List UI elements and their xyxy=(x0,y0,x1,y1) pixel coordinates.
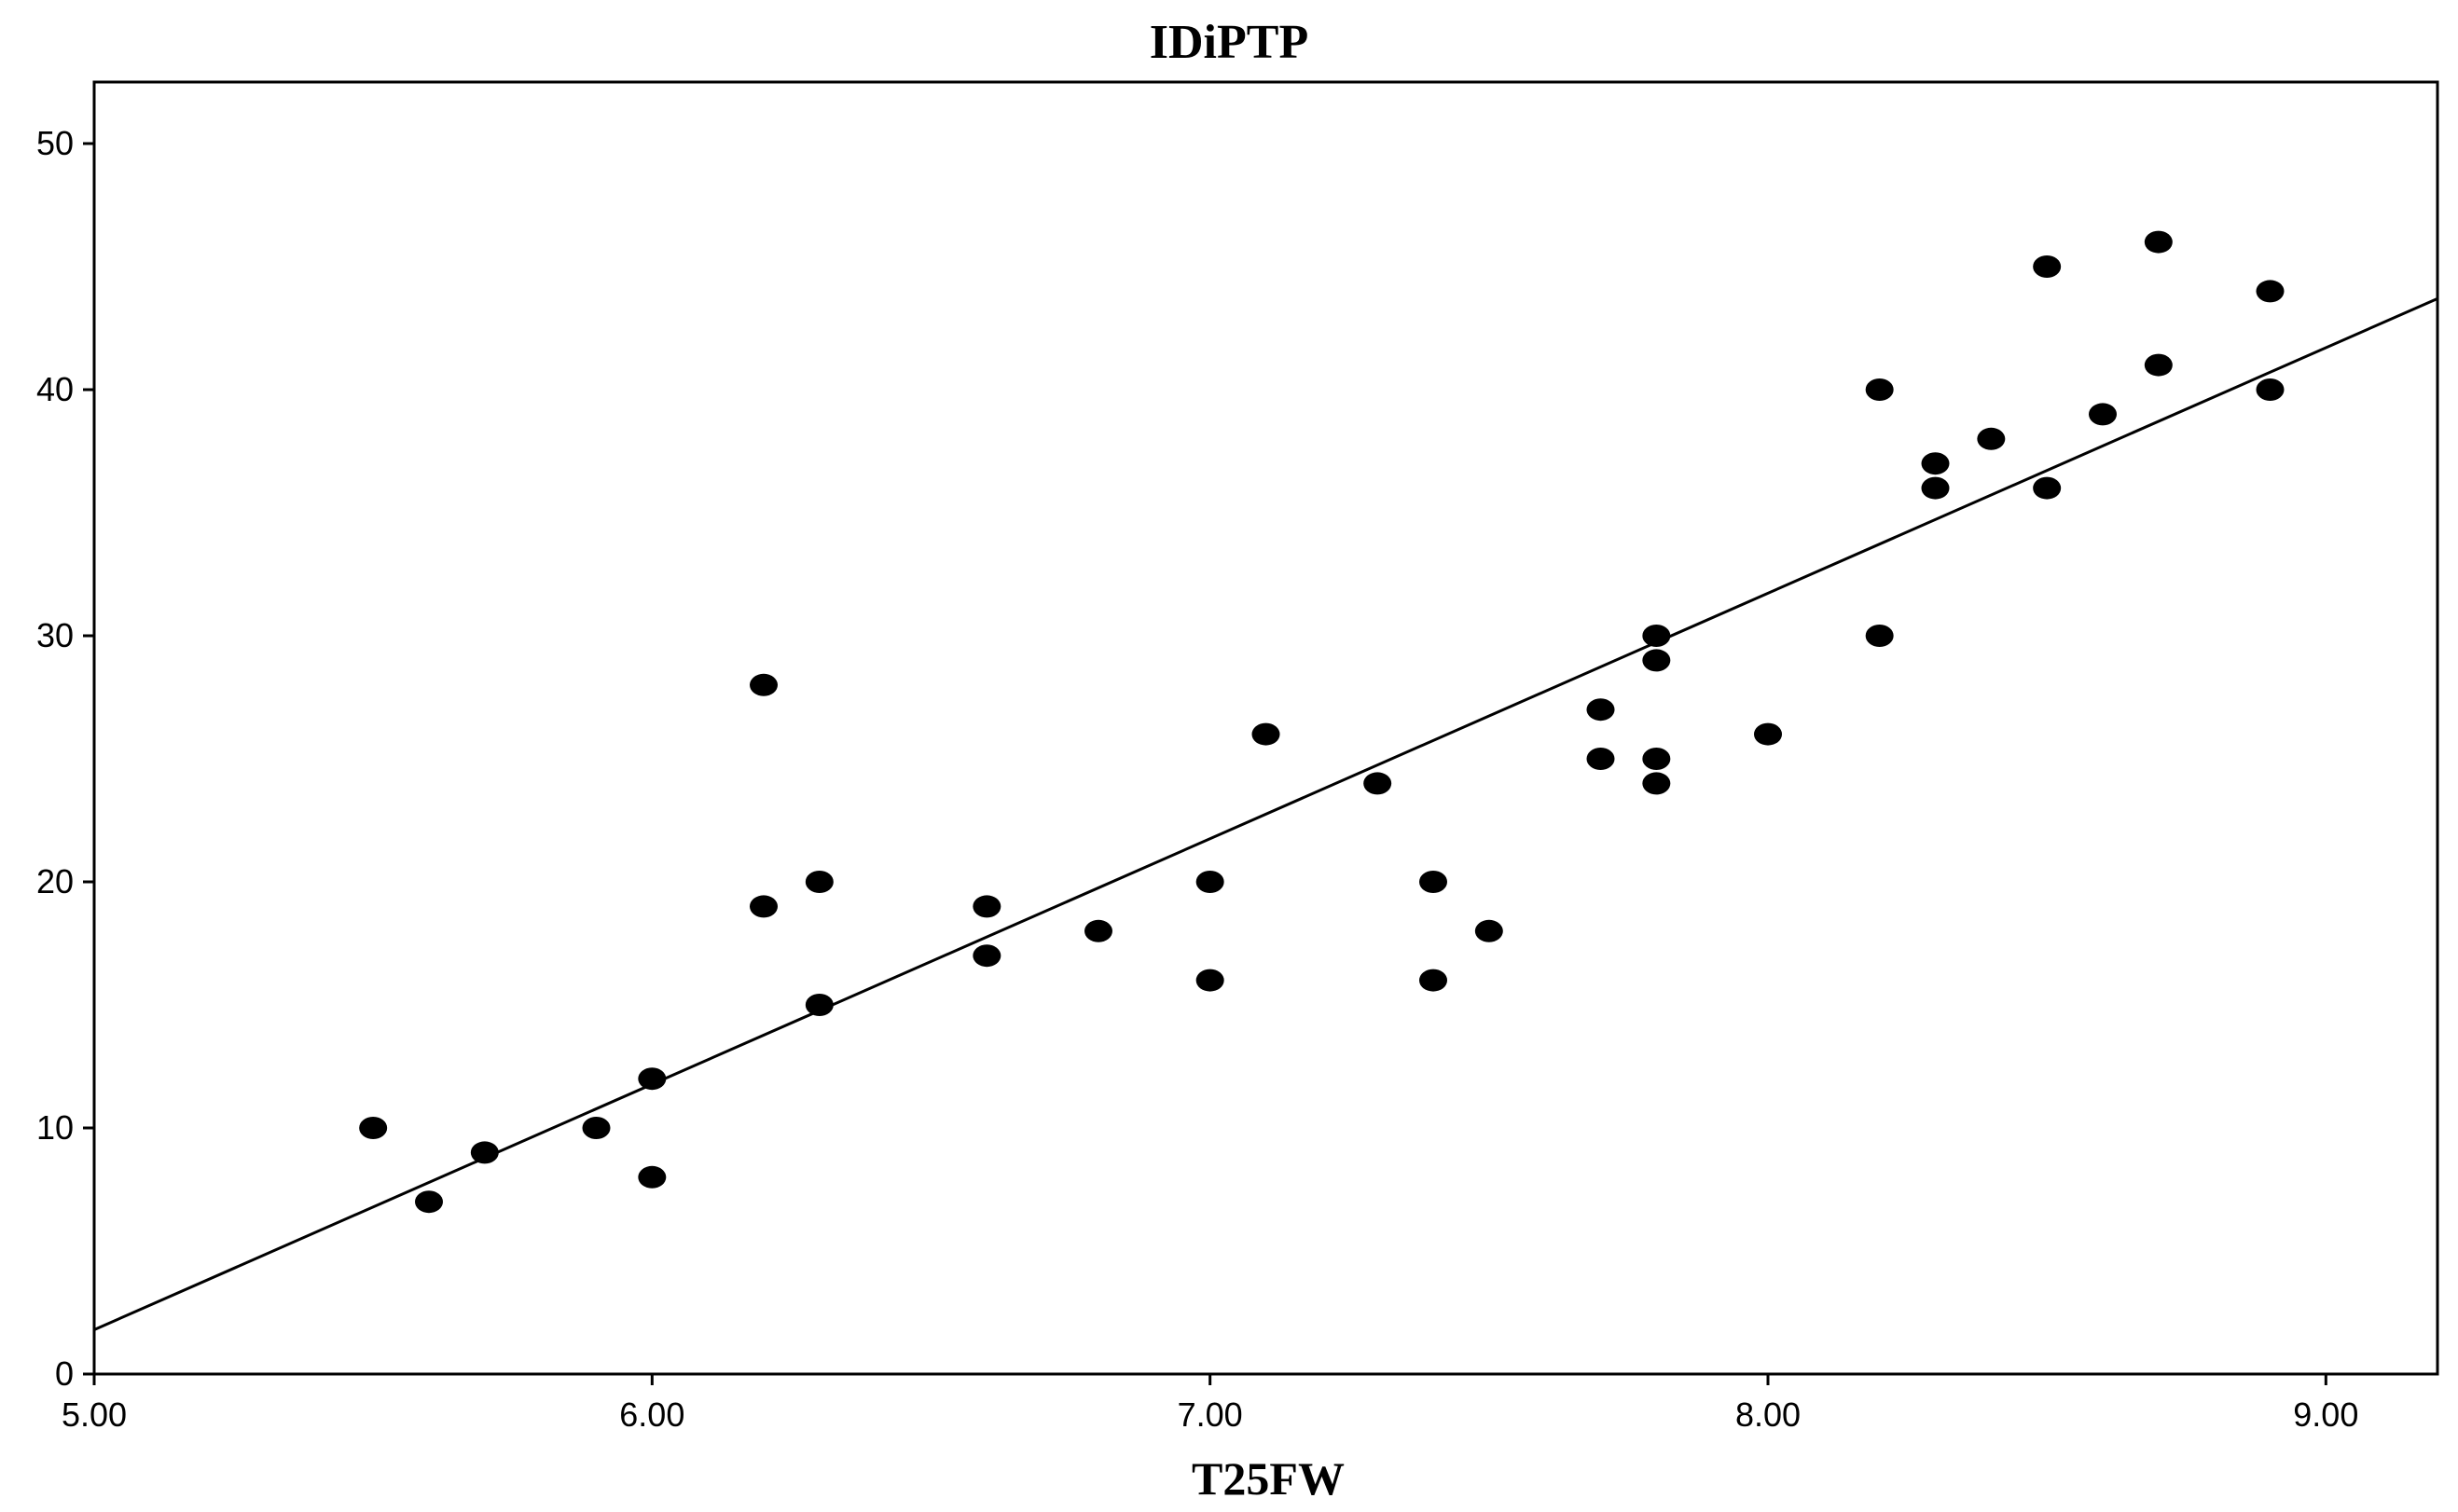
x-tick-label: 9.00 xyxy=(2293,1395,2358,1434)
y-tick-label: 30 xyxy=(36,616,74,654)
scatter-point xyxy=(1195,969,1224,992)
scatter-points xyxy=(359,230,2285,1214)
scatter-point xyxy=(1642,748,1671,770)
scatter-point xyxy=(1586,748,1615,770)
scatter-point xyxy=(1419,969,1447,992)
y-tick-label: 0 xyxy=(55,1354,74,1393)
scatter-point xyxy=(1363,772,1392,795)
scatter-point xyxy=(1474,919,1503,942)
scatter-point xyxy=(805,871,834,893)
scatter-point xyxy=(2033,476,2062,500)
scatter-point xyxy=(1586,698,1615,722)
scatter-point xyxy=(2144,230,2173,254)
scatter-point xyxy=(582,1117,611,1139)
chart-title: IDiPTP xyxy=(1150,16,1308,69)
scatter-point xyxy=(1865,625,1894,647)
y-tick-label: 50 xyxy=(36,124,74,162)
scatter-point xyxy=(973,895,1001,918)
y-tick-label: 10 xyxy=(36,1108,74,1147)
scatter-point xyxy=(2033,255,2062,278)
x-tick-label: 7.00 xyxy=(1178,1395,1243,1434)
scatter-point xyxy=(1865,378,1894,401)
y-tick-label: 40 xyxy=(36,370,74,408)
scatter-point xyxy=(470,1141,499,1164)
y-tick-label: 20 xyxy=(36,862,74,900)
scatter-point xyxy=(1419,871,1447,893)
scatter-point xyxy=(638,1067,667,1091)
scatter-point xyxy=(805,994,834,1016)
scatter-point xyxy=(2256,378,2285,401)
scatter-point xyxy=(1642,772,1671,795)
y-axis: 0 10 20 30 40 50 xyxy=(36,124,94,1393)
scatter-point xyxy=(2089,403,2117,426)
plot-area-frame xyxy=(92,80,2439,1376)
x-axis-label: T25FW xyxy=(1192,1452,1345,1505)
scatter-point xyxy=(973,944,1001,968)
scatter-point xyxy=(1642,625,1671,647)
scatter-point xyxy=(750,895,778,918)
scatter-point xyxy=(1642,649,1671,672)
x-tick-label: 5.00 xyxy=(62,1395,127,1434)
scatter-point xyxy=(415,1190,443,1214)
scatter-point xyxy=(1977,427,2006,450)
regression-line xyxy=(93,296,2438,1331)
scatter-point xyxy=(1251,722,1280,746)
x-tick-label: 8.00 xyxy=(1735,1395,1801,1434)
regression-line-group xyxy=(93,296,2438,1331)
scatter-point xyxy=(1921,476,1950,500)
scatter-point xyxy=(359,1117,388,1139)
x-axis: 5.00 6.00 7.00 8.00 9.00 xyxy=(62,1374,2358,1434)
scatter-point xyxy=(2256,280,2285,303)
scatter-point xyxy=(638,1165,667,1189)
scatter-point xyxy=(750,673,778,696)
scatter-point xyxy=(1195,871,1224,893)
scatter-point xyxy=(1084,919,1112,942)
scatter-point xyxy=(1921,452,1950,475)
scatter-point xyxy=(1754,722,1782,746)
scatter-point xyxy=(2144,353,2173,377)
x-tick-label: 6.00 xyxy=(619,1395,684,1434)
